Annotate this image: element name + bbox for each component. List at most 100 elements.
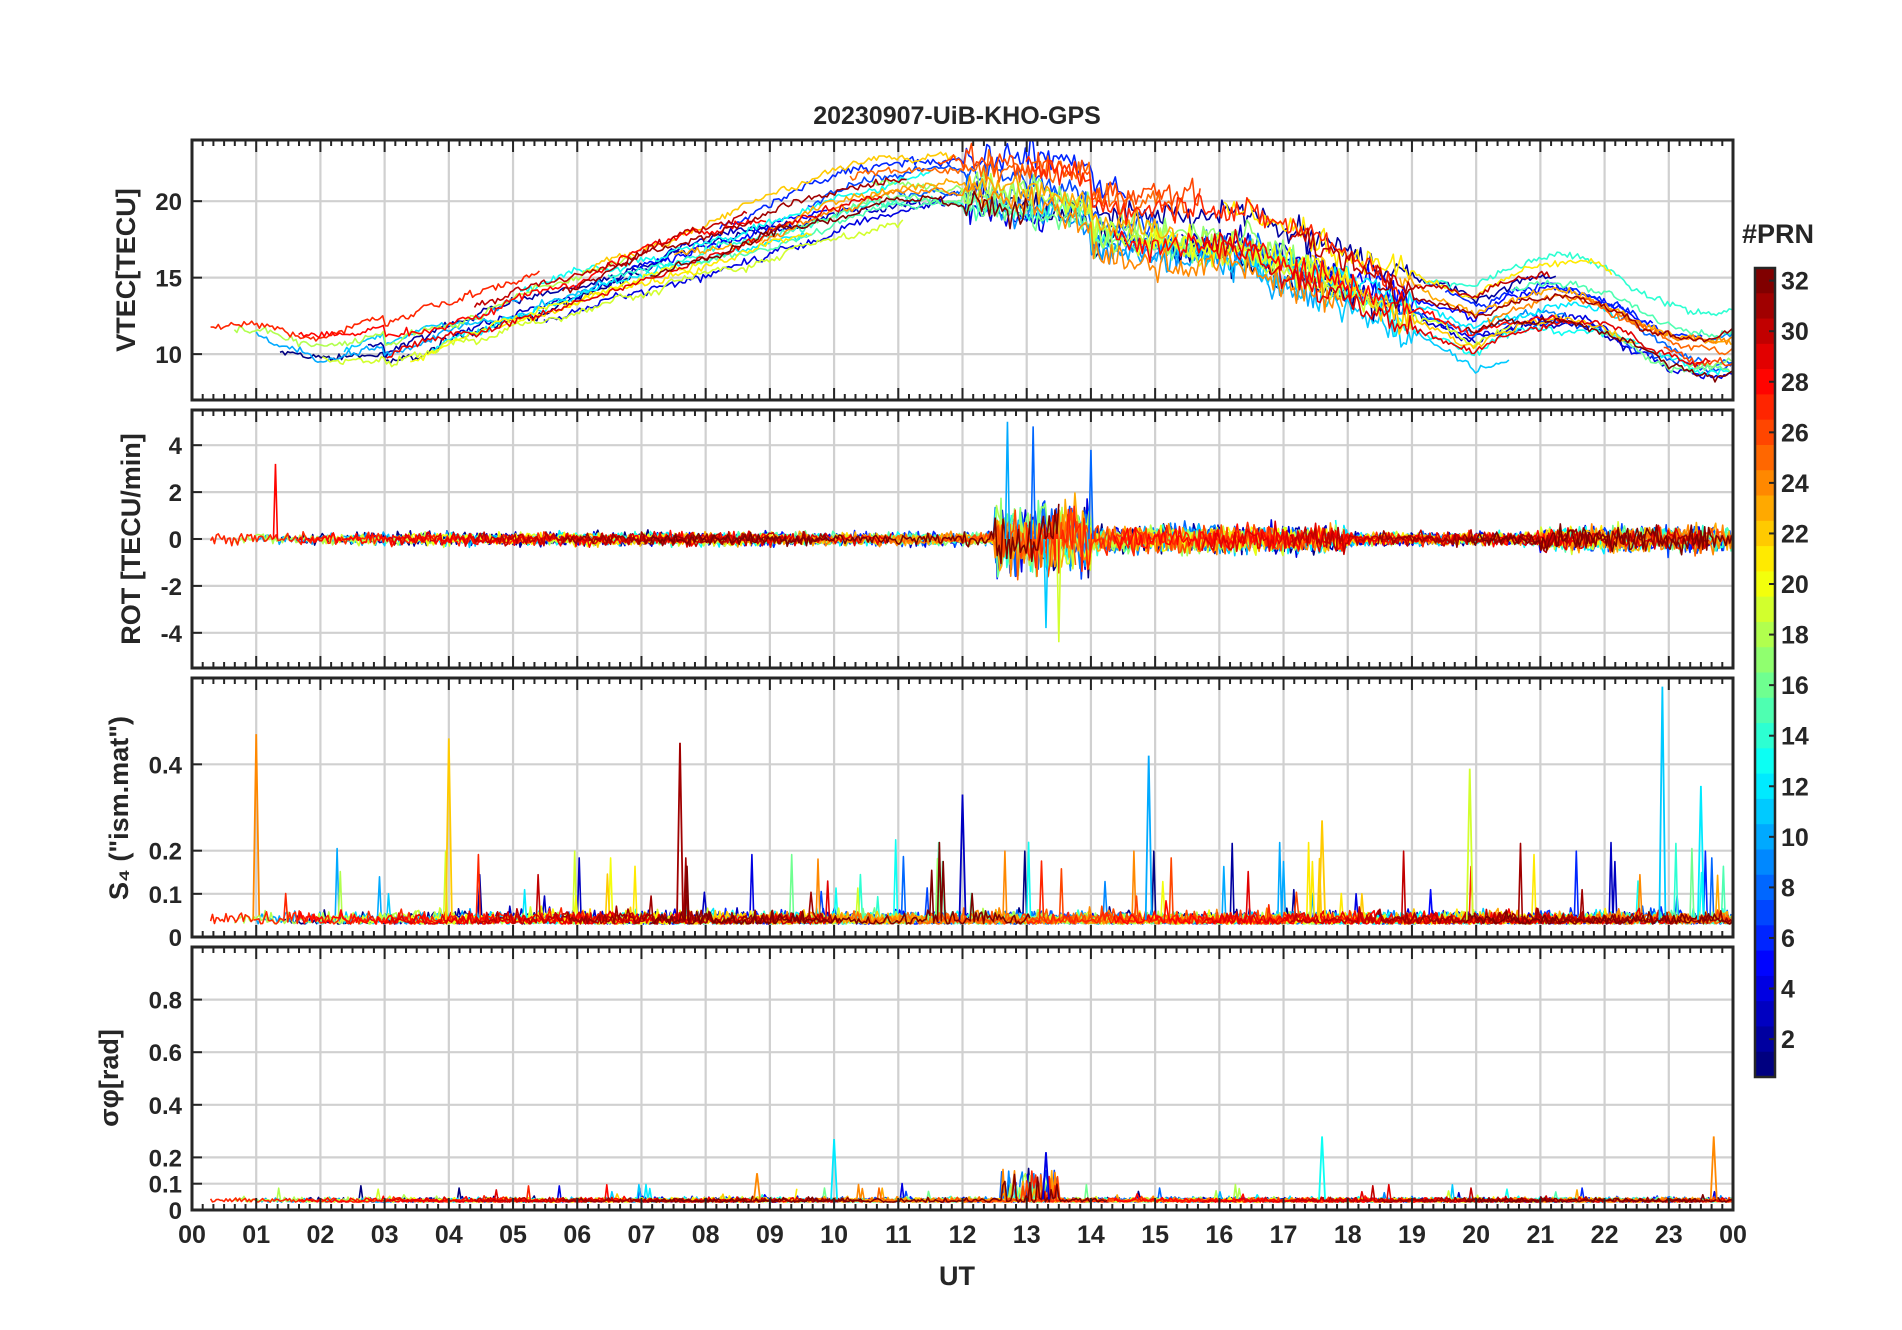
vtec-series-prn-5-arc-2 <box>1356 263 1654 326</box>
s4-series-prn-32-arc-1 <box>1465 909 1733 925</box>
x-tick-label-1: 01 <box>242 1221 270 1249</box>
rot-series-prn-32-arc-1 <box>1465 523 1733 556</box>
vtec-ytick-label-1: 15 <box>155 266 182 293</box>
rot-spike-2 <box>1030 426 1036 540</box>
vtec-series-prn-6-arc-1 <box>719 140 1127 230</box>
sigma-ytick-label-4: 0.6 <box>149 1040 182 1067</box>
s4-ytick-label-2: 0.2 <box>149 839 182 866</box>
vtec-traces <box>210 140 1733 383</box>
vtec-series-prn-2-arc-2 <box>1093 199 1557 305</box>
rot-ytick-label-4: 4 <box>169 433 183 460</box>
s4-series-prn-29-arc-1 <box>1201 870 1675 925</box>
colorbar-swatch-15 <box>1755 697 1775 724</box>
s4-ytick-label-1: 0.1 <box>149 882 182 909</box>
vtec-series-prn-17-arc-2 <box>871 171 1330 285</box>
colorbar-tick-label-8: 18 <box>1781 622 1809 650</box>
x-tick-label-16: 16 <box>1205 1221 1233 1249</box>
s4-spike-2 <box>444 738 453 920</box>
x-tick-label-7: 07 <box>628 1221 656 1249</box>
colorbar-swatch-25 <box>1755 444 1775 471</box>
colorbar-tick-label-12: 26 <box>1781 419 1809 447</box>
sigma-grid <box>190 947 1735 1212</box>
colorbar-swatch-17 <box>1755 647 1775 674</box>
colorbar-swatch-28 <box>1755 369 1775 396</box>
s4-traces <box>209 686 1733 925</box>
colorbar-swatch-22 <box>1755 520 1775 547</box>
colorbar-tick-label-4: 10 <box>1781 824 1809 852</box>
vtec-series-prn-29-arc-2 <box>386 195 883 359</box>
vtec-series-prn-26-arc-1 <box>937 142 1201 209</box>
vtec-series-prn-26-arc-2 <box>1663 346 1733 367</box>
x-tick-label-17: 17 <box>1270 1221 1298 1249</box>
colorbar-swatch-27 <box>1755 394 1775 421</box>
s4-spike-7 <box>1696 785 1705 920</box>
x-tick-label-0: 00 <box>178 1221 206 1249</box>
colorbar-swatch-4 <box>1755 975 1775 1002</box>
vtec-series-prn-25-arc-1 <box>849 149 1187 221</box>
sigma-spike-3 <box>1318 1136 1326 1200</box>
s4-spike-8 <box>1465 768 1474 920</box>
colorbar-tick-label-11: 24 <box>1781 470 1809 498</box>
x-tick-label-3: 03 <box>371 1221 399 1249</box>
vtec-series-prn-32-arc-1 <box>1465 316 1733 383</box>
s4-spike-1 <box>252 734 261 920</box>
x-tick-label-12: 12 <box>949 1221 977 1249</box>
colorbar-swatch-9 <box>1755 849 1775 876</box>
colorbar-swatch-32 <box>1755 268 1775 294</box>
x-tick-label-10: 10 <box>820 1221 848 1249</box>
x-tick-label-18: 18 <box>1334 1221 1362 1249</box>
colorbar-swatch-8 <box>1755 874 1775 901</box>
rot-x-ticks <box>191 410 1734 668</box>
colorbar-swatch-24 <box>1755 470 1775 497</box>
sigma-ytick-label-1: 0.1 <box>149 1172 182 1199</box>
vtec-x-ticks <box>191 140 1734 400</box>
colorbar-tick-label-15: 32 <box>1781 268 1809 296</box>
colorbar-swatch-6 <box>1755 925 1775 952</box>
x-tick-label-14: 14 <box>1077 1221 1105 1249</box>
rot-series-prn-31-arc-2 <box>561 530 828 547</box>
sigma-series-prn-32-arc-2 <box>650 1173 1108 1203</box>
colorbar-swatch-10 <box>1755 824 1775 851</box>
colorbar-swatch-2 <box>1755 1026 1775 1053</box>
colorbar-swatch-16 <box>1755 672 1775 699</box>
x-tick-label-8: 08 <box>692 1221 720 1249</box>
x-tick-label-13: 13 <box>1013 1221 1041 1249</box>
x-tick-label-2: 02 <box>307 1221 335 1249</box>
sigma-spike-2 <box>1042 1152 1050 1200</box>
rot-spike-1 <box>1004 421 1011 540</box>
sigma-ytick-label-5: 0.8 <box>149 988 182 1015</box>
x-tick-label-19: 19 <box>1398 1221 1426 1249</box>
colorbar-tick-label-0: 2 <box>1781 1026 1795 1054</box>
x-tick-label-23: 23 <box>1655 1221 1683 1249</box>
vtec-series-prn-14-arc-1 <box>1422 251 1732 317</box>
x-tick-label-5: 05 <box>499 1221 527 1249</box>
sigma-x-ticks <box>191 947 1734 1210</box>
vtec-series-prn-25-arc-2 <box>1575 295 1733 356</box>
x-tick-label-20: 20 <box>1462 1221 1490 1249</box>
colorbar-swatches <box>1753 266 1777 1079</box>
s4-ytick-label-0: 0 <box>169 925 182 952</box>
vtec-series-prn-20-arc-1 <box>410 262 701 363</box>
vtec-series-prn-31-arc-1 <box>1377 277 1733 343</box>
rot-series-prn-32-arc-2 <box>649 503 1060 565</box>
sigma-spike-1 <box>830 1138 838 1200</box>
vtec-series-prn-22-arc-2 <box>1311 254 1636 350</box>
x-tick-label-6: 06 <box>563 1221 591 1249</box>
sigma-ytick-label-2: 0.2 <box>149 1145 182 1172</box>
rot-traces <box>209 421 1733 643</box>
colorbar-swatch-26 <box>1755 419 1775 446</box>
x-axis-label: UT <box>939 1261 975 1291</box>
colorbar-swatch-13 <box>1755 748 1775 775</box>
colorbar-swatch-18 <box>1755 621 1775 648</box>
colorbar-tick-label-5: 12 <box>1781 773 1809 801</box>
vtec-series-prn-13-arc-2 <box>519 170 932 293</box>
sigma-ytick-label-0: 0 <box>169 1198 182 1225</box>
colorbar-swatch-30 <box>1755 318 1775 345</box>
colorbar-frame <box>1753 266 1777 1079</box>
vtec-series-prn-24-arc-1 <box>761 183 1344 313</box>
rot-ytick-label-1: -2 <box>161 574 182 601</box>
colorbar-tick-label-3: 8 <box>1781 874 1795 902</box>
vtec-series-prn-13-arc-1 <box>1335 286 1732 376</box>
